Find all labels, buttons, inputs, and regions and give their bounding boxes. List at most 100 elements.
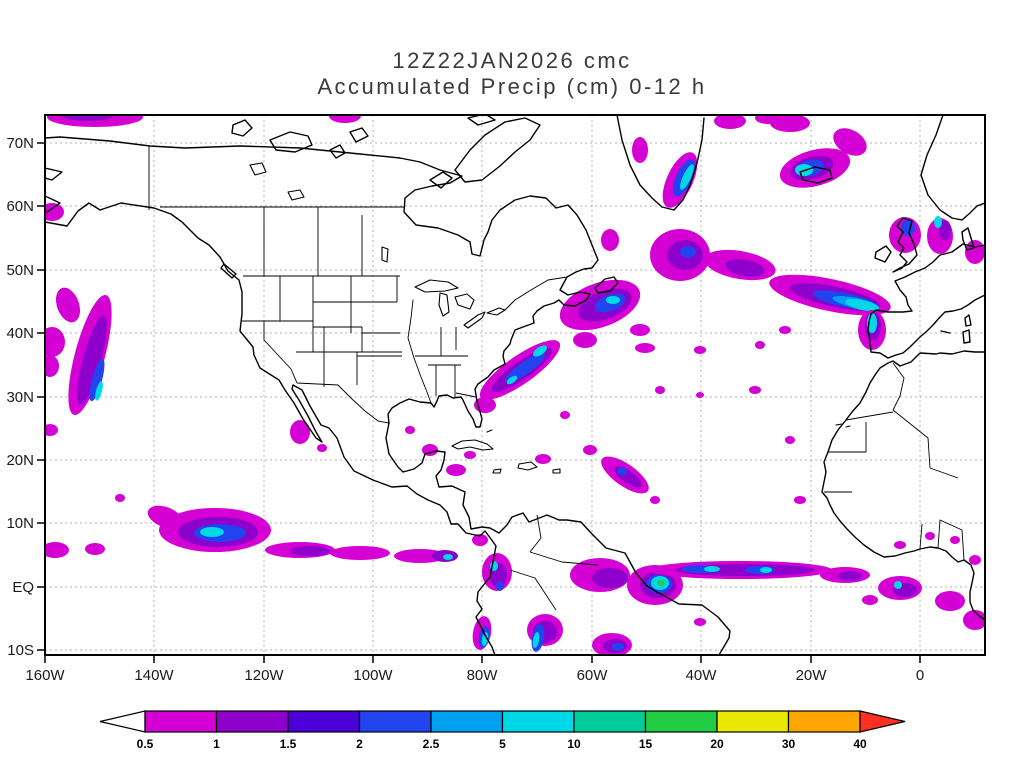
model-run-title: 12Z22JAN2026 cmc <box>392 48 632 73</box>
precip-cell <box>925 532 935 540</box>
colorbar-under-arrow <box>99 710 146 733</box>
precip-cell <box>394 549 446 563</box>
precip-cell <box>785 436 795 444</box>
precip-cell <box>635 343 655 353</box>
colorbar-label: 5 <box>499 737 506 751</box>
precip-cell <box>330 546 390 560</box>
precip-cell <box>755 341 765 349</box>
lon-tick-label: 80W <box>467 667 499 684</box>
africa-country-borders <box>824 362 965 561</box>
precip-cell <box>704 566 720 572</box>
lon-tick-label: 160W <box>25 667 65 684</box>
precip-cell <box>680 164 694 190</box>
precip-cell <box>62 115 114 121</box>
precip-cell <box>573 332 597 348</box>
precip-cell <box>939 220 951 240</box>
canada-province-borders <box>148 146 404 276</box>
precip-cell <box>935 591 965 611</box>
precip-cell <box>45 424 58 436</box>
precip-cell <box>969 555 981 565</box>
precip-cell <box>779 326 791 334</box>
precip-cell <box>770 115 810 132</box>
lat-tick-label: EQ <box>12 579 34 596</box>
lat-tick-label: 30N <box>6 389 34 406</box>
precip-cell <box>45 542 69 558</box>
colorbar-label: 2.5 <box>423 737 440 751</box>
precip-cell <box>85 543 105 555</box>
precip-cell <box>714 115 746 129</box>
colorbar-label: 15 <box>639 737 653 751</box>
precip-cell <box>894 541 906 549</box>
colorbar-label: 2 <box>356 737 363 751</box>
colorbar-segment <box>716 710 790 733</box>
lat-tick-label: 40N <box>6 325 34 342</box>
precip-cell <box>963 610 985 630</box>
iceland <box>799 166 833 184</box>
precip-cell <box>45 355 59 377</box>
precip-cell <box>147 505 183 529</box>
precip-cell <box>506 375 518 385</box>
colorbar: 0.5 1 1.5 2 2.5 5 10 15 20 30 40 <box>99 710 906 751</box>
precip-cell <box>89 358 105 402</box>
precip-shading-layer <box>45 115 985 655</box>
colorbar-segment <box>787 710 861 733</box>
precip-cell <box>650 496 660 504</box>
lat-tick-label: 60N <box>6 198 34 215</box>
precip-cell <box>77 315 107 405</box>
lat-tick-label: 10N <box>6 515 34 532</box>
map-frame <box>44 114 986 656</box>
precip-cell <box>696 392 704 398</box>
mississippi-river <box>407 299 432 404</box>
coastline-africa <box>821 350 985 621</box>
precip-cell <box>657 580 665 586</box>
precip-cell <box>472 534 488 546</box>
colorbar-label: 0.5 <box>137 737 154 751</box>
coastline-europe <box>867 243 985 359</box>
lon-tick-label: 40W <box>686 667 718 684</box>
us-state-borders <box>242 276 477 424</box>
coastline-layer <box>45 115 985 655</box>
south-america-borders <box>509 514 599 611</box>
precip-cell <box>496 581 504 591</box>
precip-cell <box>55 287 81 323</box>
precip-cell <box>45 327 65 357</box>
colorbar-segment <box>358 710 432 733</box>
precip-cell <box>592 568 628 588</box>
precip-cell <box>833 128 867 156</box>
colorbar-label: 1.5 <box>280 737 297 751</box>
colorbar-segment <box>644 710 718 733</box>
precip-cell <box>617 467 627 475</box>
precip-cell <box>405 426 415 434</box>
precip-cell <box>901 220 915 236</box>
denmark <box>961 227 975 251</box>
lat-tick-label: 50N <box>6 262 34 279</box>
caribbean-and-small-islands <box>451 423 851 474</box>
precip-cell <box>749 386 761 394</box>
lon-tick-label: 100W <box>353 667 393 684</box>
great-lakes-and-canadian-lakes <box>249 162 506 329</box>
precip-cell <box>560 411 570 419</box>
precip-cell <box>329 115 361 123</box>
precip-cell <box>290 420 310 444</box>
colorbar-label: 10 <box>567 737 581 751</box>
product-title: Accumulated Precip (cm) 0-12 h <box>317 74 707 99</box>
lon-tick-label: 140W <box>134 667 174 684</box>
precip-cell <box>725 259 765 277</box>
precip-cell <box>601 229 619 251</box>
precip-cell <box>464 451 476 459</box>
precip-cell <box>612 643 624 651</box>
precip-cell <box>481 632 489 646</box>
colorbar-segment <box>501 710 575 733</box>
great-britain <box>892 217 918 273</box>
precip-cell <box>894 581 902 589</box>
precip-cell <box>535 454 551 464</box>
colorbar-segment <box>430 710 504 733</box>
alaska-west-coast <box>45 167 63 213</box>
precip-cell <box>862 595 878 605</box>
precip-cell <box>533 345 547 357</box>
colorbar-segment <box>573 710 647 733</box>
precip-cell <box>694 618 706 626</box>
coastline-norway <box>920 115 985 221</box>
precip-cell <box>443 554 453 560</box>
